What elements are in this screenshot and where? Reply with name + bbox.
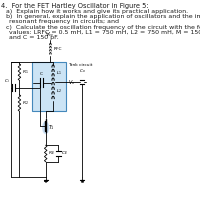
Text: b)  In general, explain the application of oscillators and the importance of: b) In general, explain the application o…	[6, 14, 200, 19]
Text: values: LRFC = 0.5 mH, L1 = 750 mH, L2 = 750 mH, M = 150 mH: values: LRFC = 0.5 mH, L1 = 750 mH, L2 =…	[9, 30, 200, 35]
Text: c)  Calculate the oscillation frequency of the circuit with the following circui: c) Calculate the oscillation frequency o…	[6, 25, 200, 30]
Text: $C_o$: $C_o$	[79, 68, 85, 75]
Bar	[32, 62, 66, 111]
Text: C: C	[40, 72, 43, 76]
Text: Tank circuit: Tank circuit	[68, 63, 93, 67]
Text: a)  Explain how it works and give its practical application.: a) Explain how it works and give its pra…	[6, 9, 188, 14]
Text: $L_1$: $L_1$	[56, 70, 62, 77]
Text: $T_1$: $T_1$	[48, 123, 55, 132]
Text: and C = 150 pF.: and C = 150 pF.	[9, 35, 59, 40]
Text: $R_E$: $R_E$	[48, 150, 55, 157]
Text: $R_1$: $R_1$	[22, 68, 28, 76]
Text: RFC: RFC	[54, 47, 63, 52]
Text: $V_o$: $V_o$	[68, 78, 76, 87]
Text: 4.  For the FET Hartley Oscillator in Figure 5:: 4. For the FET Hartley Oscillator in Fig…	[1, 3, 149, 9]
Text: $L_2$: $L_2$	[56, 88, 62, 95]
Text: $C_i$: $C_i$	[4, 78, 9, 85]
Text: $C_E$: $C_E$	[61, 150, 68, 157]
Text: $R_2$: $R_2$	[22, 99, 28, 107]
Circle shape	[43, 122, 49, 133]
Text: $V_{cc}$: $V_{cc}$	[45, 30, 55, 39]
Text: resonant frequency in circuits; and: resonant frequency in circuits; and	[9, 19, 119, 24]
